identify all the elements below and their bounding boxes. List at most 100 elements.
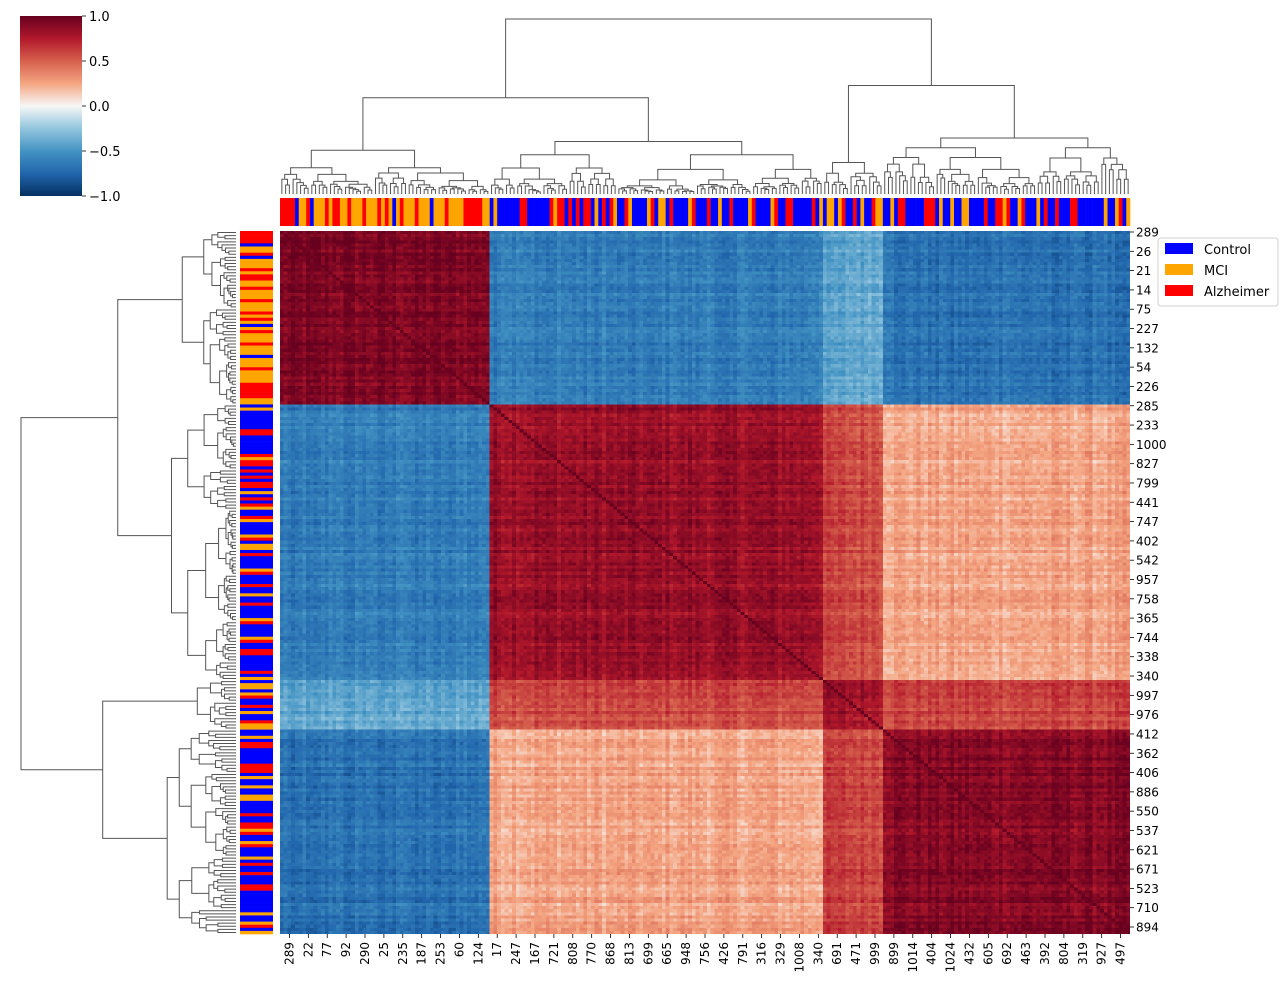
dendrogram-link [311, 184, 317, 194]
dendrogram-link [225, 433, 236, 441]
dendrogram-link [468, 189, 476, 194]
column-group-cell [575, 198, 580, 226]
row-group-cell [240, 305, 273, 309]
dendrogram-link [887, 163, 900, 172]
column-group-cell [1077, 198, 1082, 226]
column-group-cell [1047, 198, 1052, 226]
column-group-cell [796, 198, 801, 226]
dendrogram-link [199, 910, 236, 915]
row-group-cell [240, 330, 273, 334]
column-group-cell [538, 198, 543, 226]
row-group-cell [240, 268, 273, 272]
dendrogram-link [947, 180, 956, 194]
colorbar: 1.0 0.5 0.0 −0.5 −1.0 [20, 10, 121, 205]
row-group-cell [240, 488, 273, 492]
dendrogram-link [230, 529, 236, 536]
row-group-cell [240, 503, 273, 507]
dendrogram-link [1039, 175, 1049, 183]
dendrogram-link [220, 904, 236, 909]
row-group-cell [240, 686, 273, 690]
dendrogram-link [363, 186, 371, 194]
x-tick-label: 247 [509, 942, 523, 965]
y-tick-label: 997 [1136, 689, 1159, 703]
dendrogram-link [425, 186, 435, 190]
column-group-cell [523, 198, 528, 226]
dendrogram-link [196, 687, 211, 715]
row-group-cell [240, 658, 273, 662]
dendrogram-link [226, 835, 236, 842]
dendrogram-link [594, 172, 611, 180]
dendrogram-link [232, 563, 236, 568]
dendrogram-link [227, 532, 232, 546]
dendrogram-link [211, 234, 218, 246]
dendrogram-link [532, 190, 539, 194]
dendrogram-link [228, 656, 236, 661]
row-group-cell [240, 271, 273, 275]
legend-swatch-alzheimer [1165, 285, 1193, 296]
column-group-cell [426, 198, 431, 226]
dendrogram-link [494, 187, 502, 194]
column-group-cell [688, 198, 693, 226]
y-tick-label: 441 [1136, 496, 1159, 510]
dendrogram-link [547, 187, 554, 194]
dendrogram-link [224, 795, 236, 800]
column-group-cell [759, 198, 764, 226]
dendrogram-link [1043, 171, 1057, 177]
dendrogram-link [362, 97, 649, 151]
y-tick-label: 744 [1136, 631, 1159, 645]
dendrogram-link [214, 718, 236, 725]
dendrogram-link [228, 451, 236, 458]
dendrogram-link [761, 177, 789, 184]
dendrogram-link [441, 185, 457, 188]
column-group-cell [519, 198, 524, 226]
dendrogram-link [209, 312, 217, 330]
dendrogram-link [622, 190, 627, 194]
row-group-cell [240, 311, 273, 315]
column-group-cell [1103, 198, 1108, 226]
row-group-cell [240, 361, 273, 365]
row-group-cell [240, 543, 273, 548]
dendrogram-link [232, 535, 236, 540]
row-group-cell [240, 336, 273, 340]
column-group-cell [755, 198, 760, 226]
dendrogram-link [208, 739, 236, 747]
dendrogram-link [763, 186, 775, 189]
dendrogram-link [856, 179, 865, 186]
column-group-cell [418, 198, 423, 226]
row-group-cell [240, 370, 273, 374]
y-tick-label: 412 [1136, 727, 1159, 741]
dendrogram-link [214, 702, 236, 712]
y-tick-label: 227 [1136, 322, 1159, 336]
column-group-cell [1025, 198, 1030, 226]
dendrogram-link [216, 664, 221, 676]
row-group-cell [240, 289, 273, 294]
dendrogram-link [191, 867, 209, 894]
row-group-cell [240, 627, 273, 631]
dendrogram-link [230, 631, 236, 636]
dendrogram-link [231, 513, 236, 518]
dendrogram-link [831, 184, 837, 194]
row-group-cell [240, 481, 273, 486]
dendrogram-link [1123, 178, 1129, 194]
dendrogram-link [771, 187, 777, 194]
dendrogram-link [892, 157, 920, 165]
row-group-cell [240, 506, 273, 511]
legend-swatch-control [1165, 243, 1193, 254]
dendrogram-link [603, 185, 609, 194]
row-group-cell [240, 584, 273, 588]
column-group-cell [459, 198, 464, 226]
dendrogram-link [912, 163, 926, 178]
dendrogram-link [392, 177, 405, 184]
column-group-cell [699, 198, 704, 226]
column-group-cell [684, 198, 689, 226]
dendrogram-link [826, 172, 839, 183]
column-group-cell [901, 198, 906, 226]
dendrogram-link [229, 520, 236, 526]
dendrogram-link [708, 179, 739, 185]
x-tick-label: 289 [282, 942, 296, 965]
row-group-cell [240, 618, 273, 622]
column-group-cell [673, 198, 678, 226]
x-tick-label: 22 [301, 942, 315, 957]
dendrogram-link [227, 408, 236, 415]
dendrogram-link [227, 300, 236, 306]
